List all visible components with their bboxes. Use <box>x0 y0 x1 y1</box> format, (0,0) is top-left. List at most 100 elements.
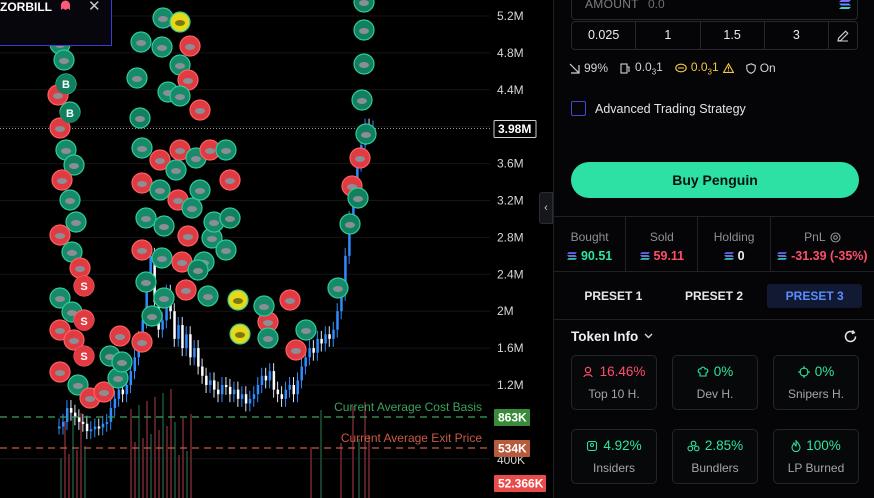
ghost-icon <box>587 440 598 451</box>
trade-marker-glyph <box>205 148 215 154</box>
candle-body <box>193 348 196 358</box>
token-info-lp-burned[interactable]: 100% LP Burned <box>773 429 859 484</box>
candle-body <box>340 292 343 312</box>
preset-amount-button[interactable]: 1 <box>636 22 701 49</box>
token-info-bundlers[interactable]: 2.85% Bundlers <box>672 429 758 484</box>
stat-value: 59.11 <box>626 249 697 263</box>
price-chart[interactable]: Current Average Cost Basis Current Averag… <box>0 0 553 498</box>
trade-marker-glyph <box>355 156 365 162</box>
price-axis-tick: 4.8M <box>497 46 524 60</box>
candle-body <box>300 366 303 381</box>
stat-label: Bought <box>570 230 609 244</box>
collapse-panel-button[interactable]: ‹ <box>539 192 553 224</box>
candle-body <box>336 311 339 330</box>
token-info-label: LP Burned <box>787 461 845 475</box>
priority-fee-setting[interactable]: 0.031 <box>620 60 663 76</box>
stat-value: 90.51 <box>554 249 625 263</box>
volume-bar <box>190 414 192 498</box>
dev-name: ZORBILL <box>0 0 52 14</box>
sell-marker-label: S <box>80 281 87 293</box>
position-stats: Bought 90.51 Sold 59.11 Holding 0 PnL <box>554 216 874 272</box>
trade-marker-glyph <box>175 63 185 69</box>
volume-bar <box>166 426 168 498</box>
trade-marker-glyph <box>155 158 165 164</box>
sell-marker-label: S <box>80 351 87 363</box>
solana-icon <box>639 252 650 260</box>
trade-marker-glyph <box>69 163 79 169</box>
sell-marker-label: S <box>80 316 87 328</box>
volume-bar <box>174 422 176 498</box>
trade-marker-glyph <box>67 310 77 316</box>
bribe-setting[interactable]: 0.031 <box>675 60 734 76</box>
token-info-label: Dev H. <box>696 387 734 401</box>
candle-body <box>181 325 184 349</box>
trade-marker-glyph <box>137 340 147 346</box>
stat-label: Sold <box>649 230 674 244</box>
chef-hat-icon <box>697 366 709 377</box>
edit-presets-button[interactable] <box>829 22 857 49</box>
candle-body <box>93 426 97 430</box>
advanced-strategy-toggle[interactable]: Advanced Trading Strategy <box>571 101 746 116</box>
trade-marker-glyph <box>263 336 273 342</box>
trade-marker-glyph <box>195 188 205 194</box>
candle-body <box>105 421 109 424</box>
volume-bar <box>84 446 86 498</box>
trade-marker-glyph <box>301 328 311 334</box>
advanced-strategy-checkbox[interactable] <box>571 101 586 116</box>
buy-marker <box>56 74 76 94</box>
token-info-toggle[interactable]: Token Info <box>571 329 653 344</box>
volume-bar <box>130 409 132 498</box>
candle-body <box>185 334 188 349</box>
trade-marker-glyph <box>333 286 343 292</box>
candle-body <box>125 385 129 395</box>
stat-pnl[interactable]: PnL -31.39 (-35%) <box>771 217 874 271</box>
candle-body <box>324 334 327 344</box>
token-info-label: Bundlers <box>691 461 739 475</box>
price-axis-tick: 2.8M <box>497 230 524 244</box>
candle-body <box>312 348 315 353</box>
trade-marker-glyph <box>85 396 95 402</box>
sell-marker <box>74 311 94 331</box>
trade-marker-glyph <box>157 256 167 262</box>
trade-marker-glyph <box>55 296 65 302</box>
tab-preset-2[interactable]: PRESET 2 <box>684 288 744 303</box>
preset-amount-button[interactable]: 1.5 <box>701 22 765 49</box>
volume-bar <box>364 402 366 498</box>
trade-marker-glyph <box>141 280 151 286</box>
token-info-snipers[interactable]: 0% Snipers H. <box>773 355 859 410</box>
buy-button[interactable]: Buy Penguin <box>571 162 859 198</box>
trade-marker-glyph <box>69 338 79 344</box>
candle-body <box>228 386 232 395</box>
close-icon[interactable]: ✕ <box>88 0 101 15</box>
trade-marker-glyph <box>207 236 217 242</box>
mev-protect-setting[interactable]: On <box>745 61 776 75</box>
token-info-insiders[interactable]: 4.92% Insiders <box>571 429 657 484</box>
token-info-value: 16.46% <box>599 364 646 379</box>
tab-preset-1[interactable]: PRESET 1 <box>584 288 643 303</box>
token-info-label: Snipers H. <box>787 387 845 401</box>
slippage-setting[interactable]: 99% <box>569 61 608 75</box>
gas-pump-icon <box>620 62 630 74</box>
settings-icon[interactable] <box>829 231 841 243</box>
amount-field[interactable]: AMOUNT 0.0 <box>571 0 858 20</box>
candle-body <box>205 375 208 385</box>
trade-marker-glyph <box>137 181 147 187</box>
preset-amount-button[interactable]: 3 <box>765 22 829 49</box>
flame-icon <box>791 439 801 452</box>
refresh-icon[interactable] <box>843 329 858 344</box>
trade-marker-glyph <box>55 126 65 132</box>
stat-bought: Bought 90.51 <box>554 217 627 271</box>
chart-canvas[interactable]: Current Average Cost Basis Current Averag… <box>0 0 553 498</box>
candle-body <box>304 357 307 367</box>
amount-input[interactable]: 0.0 <box>648 0 665 11</box>
cost-basis-tag-box <box>494 409 530 426</box>
trade-marker-glyph <box>185 44 195 50</box>
trade-settings[interactable]: 99% 0.031 0.031 On <box>569 60 776 76</box>
preset-amount-button[interactable]: 0.025 <box>572 22 637 49</box>
candle-body <box>69 408 73 413</box>
token-info-top10[interactable]: 16.46% Top 10 H. <box>571 355 657 410</box>
tab-preset-3[interactable]: PRESET 3 <box>767 283 863 308</box>
token-info-dev[interactable]: 0% Dev H. <box>672 355 758 410</box>
candle-body <box>73 412 77 418</box>
trade-marker-glyph <box>147 314 157 320</box>
